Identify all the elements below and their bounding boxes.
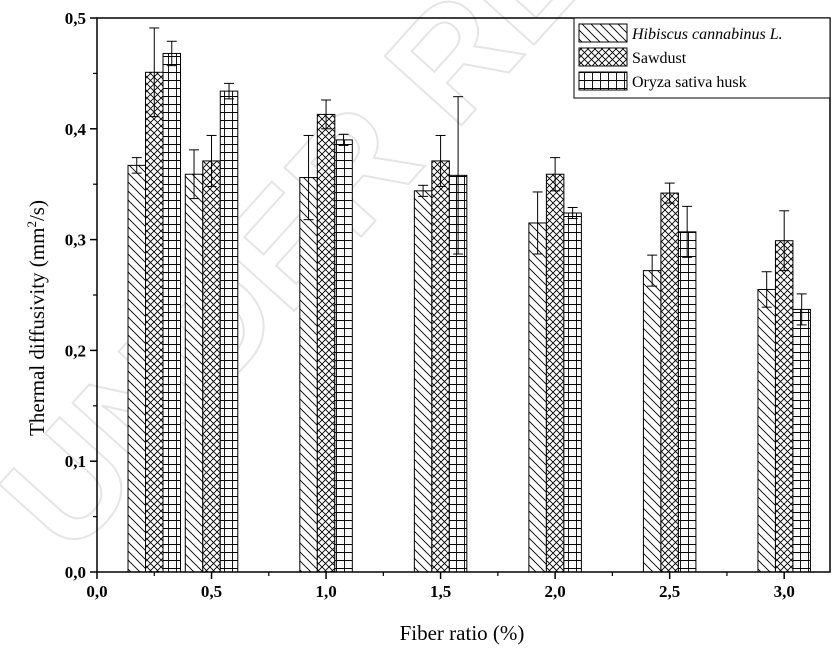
x-tick-label-0: 0,0 [86, 582, 107, 601]
legend-swatch-0 [578, 23, 628, 43]
bar-s1-c3 [431, 160, 450, 573]
bar-s1-c0 [145, 71, 164, 573]
legend-label-1: Sawdust [632, 50, 687, 67]
bar-s0-c1 [184, 173, 204, 573]
error-bar-s1-c4 [550, 157, 561, 192]
legend-swatch-2 [578, 71, 628, 91]
error-bar-s1-c5 [664, 182, 675, 204]
bars-layer [127, 27, 811, 573]
error-bar-s1-c1 [206, 134, 217, 187]
axes-layer: 0,0 0,1 0,2 0,3 0,4 0,5 0,0 0,5 1,0 1,5 2,0 2,5 3,0 [65, 9, 831, 601]
error-bar-s0-c5 [647, 254, 658, 287]
error-bar-s1-c6 [779, 210, 790, 272]
bar-s2-c1 [219, 90, 239, 573]
error-bar-s1-c0 [149, 27, 160, 118]
error-bar-s0-c1 [189, 149, 200, 200]
y-tick-label-2: 0,2 [65, 341, 86, 360]
bar-s1-c4 [545, 173, 565, 573]
error-bar-s0-c0 [131, 157, 142, 174]
bar-s0-c5 [642, 270, 662, 573]
error-bar-s1-c3 [435, 134, 446, 187]
bar-s0-c0 [127, 164, 147, 573]
error-bar-s0-c2 [303, 134, 314, 221]
bar-s2-c6 [792, 308, 811, 573]
y-axis-title-tail: /s) [25, 200, 49, 221]
x-tick-label-5: 2,5 [659, 582, 680, 601]
error-bar-s0-c6 [761, 271, 772, 308]
bar-s2-c2 [334, 139, 353, 573]
bar-s0-c3 [413, 190, 433, 573]
error-bar-s2-c2 [338, 133, 349, 146]
bar-s2-c4 [563, 212, 582, 573]
y-axis-title: Thermal diffusivity (mm2/s) [24, 200, 49, 436]
bar-s0-c6 [757, 288, 776, 573]
error-bar-s1-c2 [321, 99, 332, 130]
legend-swatch-1 [578, 47, 628, 67]
error-bar-s2-c0 [166, 40, 177, 67]
y-axis-title-main: Thermal diffusivity (mm [25, 228, 49, 436]
bar-s2-c5 [677, 231, 697, 573]
error-bar-s2-c4 [567, 206, 578, 220]
error-bar-s2-c1 [224, 82, 235, 100]
x-tick-label-2: 1,0 [315, 582, 336, 601]
y-tick-label-4: 0,4 [65, 120, 87, 139]
x-tick-label-3: 1,5 [430, 582, 451, 601]
x-axis-title: Fiber ratio (%) [400, 621, 525, 645]
y-tick-label-5: 0,5 [65, 9, 86, 28]
bar-s0-c2 [299, 177, 318, 573]
error-bar-s2-c3 [453, 96, 464, 255]
legend-label-0: Hibiscus cannabinus L. [631, 26, 783, 43]
x-tick-label-4: 2,0 [545, 582, 566, 601]
error-bar-s2-c5 [682, 205, 693, 258]
bar-s1-c6 [774, 240, 794, 573]
bar-s2-c0 [162, 52, 182, 573]
bar-s1-c5 [660, 192, 679, 573]
legend: Hibiscus cannabinus L. Sawdust Oryza sativ… [573, 17, 831, 99]
bar-s1-c1 [202, 160, 221, 573]
x-tick-label-6: 3,0 [774, 582, 795, 601]
x-tick-label-1: 0,5 [201, 582, 222, 601]
legend-label-2: Oryza sativa husk [632, 74, 747, 91]
svg-text:Thermal diffusivity (mm2/s): Thermal diffusivity (mm2/s) [24, 200, 49, 436]
error-bar-s2-c6 [796, 293, 807, 326]
bar-s1-c2 [316, 113, 336, 573]
y-tick-label-3: 0,3 [65, 231, 86, 250]
y-axis-title-sup: 2 [24, 221, 39, 228]
error-bar-s0-c4 [532, 191, 543, 255]
error-bar-s0-c3 [418, 184, 429, 197]
y-tick-label-0: 0,0 [65, 563, 86, 582]
bar-s0-c4 [528, 222, 547, 573]
y-tick-label-1: 0,1 [65, 452, 86, 471]
